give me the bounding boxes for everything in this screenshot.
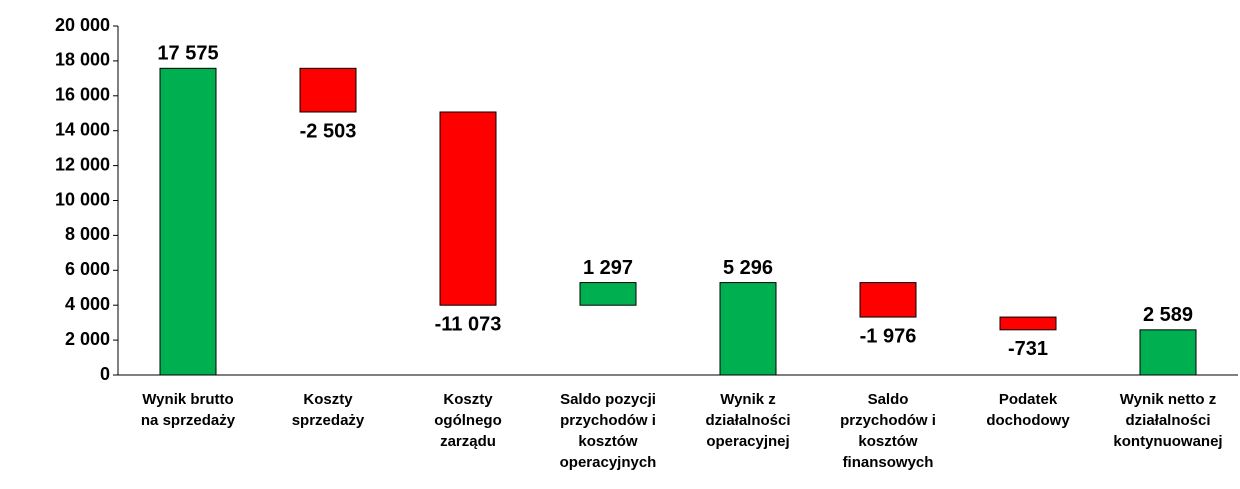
value-label: 1 297: [583, 257, 633, 279]
x-tick-label: Saldo pozycji przychodów i kosztów opera…: [559, 391, 657, 471]
value-label: 5 296: [723, 257, 773, 279]
y-tick-label: 0: [100, 364, 110, 384]
value-label: 2 589: [1143, 304, 1193, 326]
x-tick-label: Podatek dochodowy: [986, 391, 1070, 429]
bar: [719, 282, 777, 376]
bar: [859, 282, 917, 318]
x-tick-label: Wynik netto z działalności kontynuowanej: [1113, 391, 1223, 450]
value-label: -2 503: [300, 120, 357, 142]
y-tick-label: 2 000: [65, 329, 110, 349]
bar: [999, 316, 1057, 331]
bar: [439, 111, 497, 306]
y-tick-label: 4 000: [65, 294, 110, 314]
y-tick-label: 10 000: [55, 189, 110, 209]
y-tick-label: 14 000: [55, 119, 110, 139]
y-tick-label: 6 000: [65, 259, 110, 279]
bar: [299, 67, 357, 113]
value-label: -1 976: [860, 325, 917, 347]
y-tick-label: 16 000: [55, 85, 110, 105]
value-label: -731: [1008, 338, 1048, 360]
x-tick-label: Wynik brutto na sprzedaży: [140, 391, 236, 429]
bar: [579, 282, 637, 306]
bar: [159, 67, 217, 376]
y-tick-label: 8 000: [65, 224, 110, 244]
x-tick-label: Koszty ogólnego zarządu: [434, 391, 502, 450]
value-label: -11 073: [435, 313, 502, 335]
value-label: 17 575: [157, 43, 218, 65]
y-tick-label: 20 000: [55, 15, 110, 35]
bar: [1139, 329, 1197, 376]
x-tick-label: Koszty sprzedaży: [291, 391, 365, 429]
x-tick-label: Wynik z działalności operacyjnej: [705, 391, 791, 450]
y-tick-label: 12 000: [55, 154, 110, 174]
y-tick-label: 18 000: [55, 50, 110, 70]
x-tick-label: Saldo przychodów i kosztów finansowych: [840, 391, 936, 471]
